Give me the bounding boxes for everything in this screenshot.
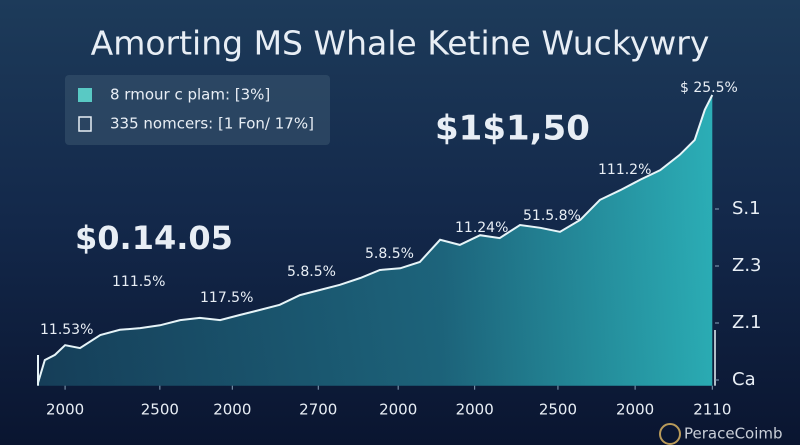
y-tick-label: Z.3 — [732, 255, 762, 276]
x-tick-label: 2000 — [456, 401, 494, 419]
y-tick-label: Z.1 — [732, 312, 762, 333]
x-tick-label: 2000 — [213, 401, 251, 419]
watermark-icon — [659, 423, 681, 445]
y-tick-label: Ca — [732, 369, 756, 390]
x-tick-label: 2500 — [539, 401, 577, 419]
legend-swatch — [78, 88, 92, 102]
x-tick-label: 2110 — [693, 401, 731, 419]
annotation: 5.8.5% — [365, 246, 414, 262]
x-tick-label: 2500 — [141, 401, 179, 419]
watermark: PeraceCoimb — [684, 425, 783, 443]
annotation: $ 25.5% — [680, 80, 738, 96]
x-tick-label: 2000 — [379, 401, 417, 419]
annotation: 11.53% — [40, 322, 93, 338]
callout: $0.14.05 — [75, 219, 233, 257]
annotation: 111.2% — [598, 162, 651, 178]
annotation: 51.5.8% — [523, 208, 581, 224]
annotation: 117.5% — [200, 290, 253, 306]
legend-box — [65, 75, 330, 145]
chart-title: Amorting MS Whale Ketine Wuckywry — [91, 24, 710, 63]
y-tick-label: S.1 — [732, 198, 761, 219]
legend-label: 335 nomcers: [1 Fon/ 17%] — [110, 115, 314, 133]
annotation: 5.8.5% — [287, 264, 336, 280]
legend-icon — [78, 116, 92, 132]
legend-label: 8 rmour c plam: [3%] — [110, 86, 270, 104]
annotation: 11.24% — [455, 220, 508, 236]
line — [37, 94, 714, 384]
area — [38, 95, 713, 386]
x-tick-label: 2000 — [616, 401, 654, 419]
annotation: 111.5% — [112, 274, 165, 290]
callout: $1$1,50 — [435, 109, 590, 149]
x-tick-label: 2700 — [299, 401, 337, 419]
x-tick-label: 2000 — [46, 401, 84, 419]
